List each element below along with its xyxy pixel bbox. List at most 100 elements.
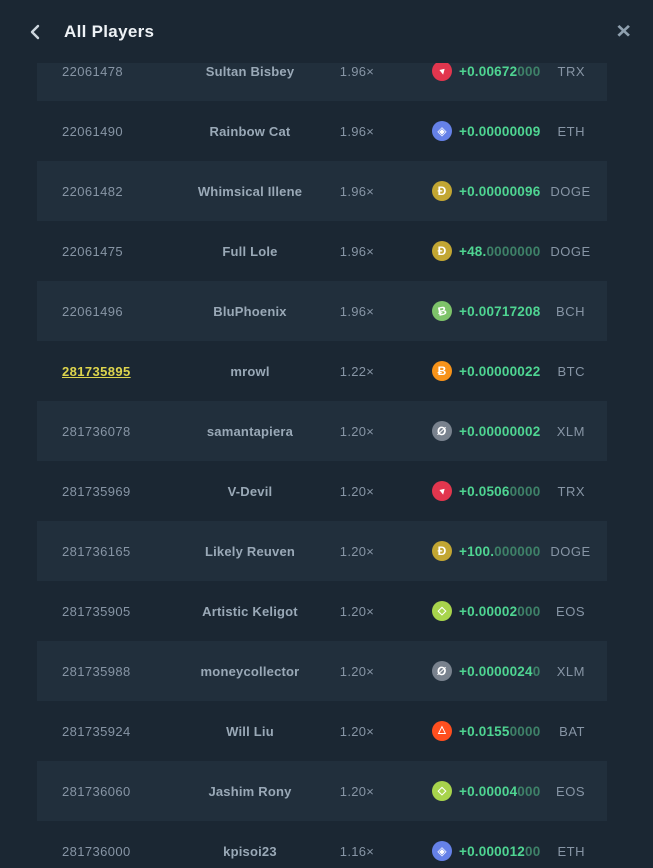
player-row[interactable]: 281735988 moneycollector 1.20× Ø +0.0000… [37,641,607,701]
modal-title: All Players [64,21,155,41]
player-name: kpisoi23 [223,843,277,859]
payout-multiplier: 1.96× [339,303,375,319]
player-id[interactable]: 281736165 [62,543,131,559]
xlm-coin-icon: Ø [432,421,452,441]
bet-result: ◇ +0.00002000 EOS [379,601,607,621]
payout-multiplier: 1.96× [339,123,375,139]
player-row[interactable]: 22061490 Rainbow Cat 1.96× ◈ +0.00000009… [37,101,607,161]
player-name: samantapiera [206,423,294,439]
win-amount-significant: +0.00672 [459,63,518,79]
payout-multiplier: 1.16× [339,843,375,859]
player-name: Jashim Rony [208,783,292,799]
bet-result: Đ +48.0000000 DOGE [379,241,607,261]
player-row[interactable]: 281735969 V-Devil 1.20× ▼ +0.05060000 TR… [37,461,607,521]
currency-code: BAT [559,723,585,739]
player-id[interactable]: 22061490 [62,123,124,139]
bet-result: Đ +100.000000 DOGE [379,541,607,561]
player-row[interactable]: 22061478 Sultan Bisbey 1.96× ▼ +0.006720… [37,63,607,101]
eos-coin-icon: ◇ [432,781,452,801]
bet-result: Đ +0.00000096 DOGE [379,181,607,201]
player-row[interactable]: 22061496 BluPhoenix 1.96× Ƀ +0.00717208 … [37,281,607,341]
win-amount: +0.01550000 [459,724,540,739]
currency-code: XLM [556,423,585,439]
win-amount-significant: +0.00000002 [459,423,541,439]
player-row[interactable]: 22061482 Whimsical Illene 1.96× Đ +0.000… [37,161,607,221]
win-amount: +100.000000 [459,544,540,559]
close-button[interactable]: × [616,20,631,43]
win-amount-significant: +48. [459,243,487,259]
trx-coin-icon: ▼ [432,481,452,501]
eth-coin-icon: ◈ [432,121,452,141]
player-id[interactable]: 281735969 [62,483,131,499]
eth-coin-icon: ◈ [432,841,452,861]
win-amount-trailing-zeros: 0000 [509,723,541,739]
bet-result: Ƀ +0.00717208 BCH [379,301,607,321]
win-amount-trailing-zeros: 000000 [494,543,541,559]
player-id[interactable]: 281735905 [62,603,131,619]
bet-result: Ƀ +0.00000022 BTC [379,361,607,381]
payout-multiplier: 1.20× [339,663,375,679]
payout-multiplier: 1.96× [339,183,375,199]
currency-code: XLM [556,663,585,679]
win-amount-significant: +0.0155 [459,723,510,739]
players-list[interactable]: 22061478 Sultan Bisbey 1.96× ▼ +0.006720… [37,63,607,868]
player-name: mrowl [230,363,270,379]
win-amount: +0.00000240 [459,664,540,679]
currency-code: TRX [557,63,585,79]
win-amount-trailing-zeros: 00 [525,843,541,859]
currency-code: ETH [557,123,585,139]
win-amount-trailing-zeros: 000 [517,63,541,79]
win-amount-significant: +0.00000009 [459,123,541,139]
player-row[interactable]: 281735905 Artistic Keligot 1.20× ◇ +0.00… [37,581,607,641]
doge-coin-icon: Đ [432,181,452,201]
currency-code: EOS [556,603,585,619]
chevron-left-icon [30,24,40,39]
payout-multiplier: 1.20× [339,783,375,799]
player-id[interactable]: 281735895 [62,363,131,379]
player-row[interactable]: 22061475 Full Lole 1.96× Đ +48.0000000 D… [37,221,607,281]
player-id[interactable]: 22061478 [62,63,124,79]
btc-coin-icon: Ƀ [432,361,452,381]
player-name: V-Devil [227,483,273,499]
player-row[interactable]: 281736060 Jashim Rony 1.20× ◇ +0.0000400… [37,761,607,821]
player-id[interactable]: 22061496 [62,303,124,319]
win-amount: +0.00000009 [459,124,540,139]
payout-multiplier: 1.22× [339,363,375,379]
back-button[interactable] [22,19,48,45]
currency-code: TRX [557,483,585,499]
win-amount: +0.00004000 [459,784,540,799]
win-amount-trailing-zeros: 000 [517,603,541,619]
player-id[interactable]: 281735924 [62,723,131,739]
win-amount-significant: +0.0506 [459,483,510,499]
player-name: Likely Reuven [204,543,296,559]
player-name: Sultan Bisbey [205,63,295,79]
win-amount: +0.00672000 [459,64,540,79]
bet-result: △ +0.01550000 BAT [379,721,607,741]
bch-coin-icon: Ƀ [432,301,452,321]
xlm-coin-icon: Ø [432,661,452,681]
win-amount-significant: +100. [459,543,495,559]
eos-coin-icon: ◇ [432,601,452,621]
player-id[interactable]: 22061482 [62,183,124,199]
win-amount-significant: +0.000012 [459,843,525,859]
player-name: moneycollector [200,663,300,679]
player-id[interactable]: 281735988 [62,663,131,679]
player-row[interactable]: 281735924 Will Liu 1.20× △ +0.01550000 B… [37,701,607,761]
player-id[interactable]: 281736078 [62,423,131,439]
win-amount-significant: +0.00004 [459,783,518,799]
player-name: Full Lole [222,243,278,259]
bet-result: Ø +0.00000240 XLM [379,661,607,681]
player-name: Artistic Keligot [202,603,298,619]
player-row[interactable]: 281735895 mrowl 1.22× Ƀ +0.00000022 BTC [37,341,607,401]
win-amount: +0.05060000 [459,484,540,499]
currency-code: DOGE [550,543,591,559]
player-id[interactable]: 22061475 [62,243,124,259]
player-id[interactable]: 281736060 [62,783,131,799]
player-row[interactable]: 281736078 samantapiera 1.20× Ø +0.000000… [37,401,607,461]
player-id[interactable]: 281736000 [62,843,131,859]
doge-coin-icon: Đ [432,241,452,261]
player-row[interactable]: 281736165 Likely Reuven 1.20× Đ +100.000… [37,521,607,581]
player-name: Will Liu [226,723,274,739]
player-row[interactable]: 281736000 kpisoi23 1.16× ◈ +0.00001200 E… [37,821,607,868]
